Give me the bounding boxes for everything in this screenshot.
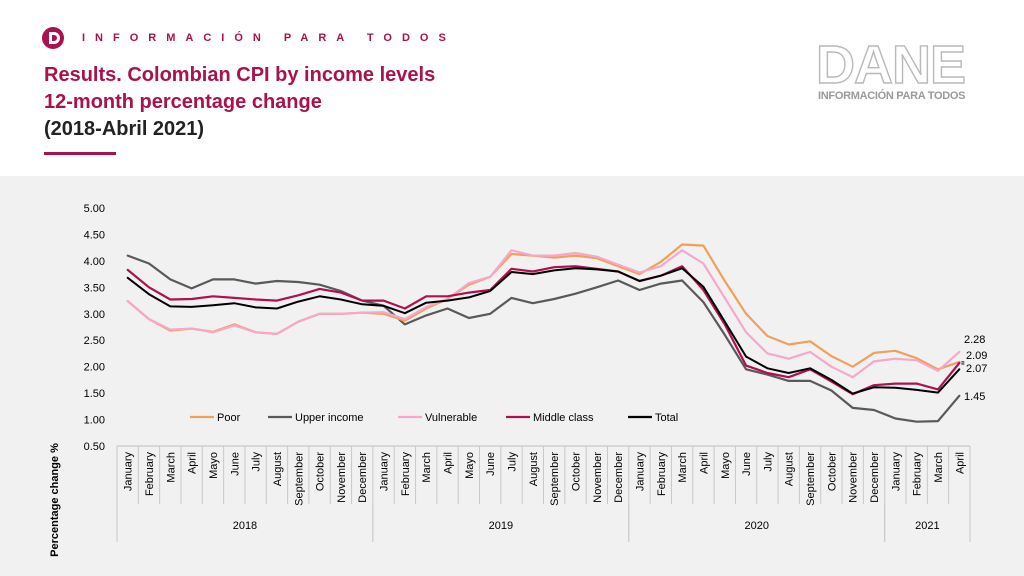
year-label: 2019 bbox=[489, 520, 513, 532]
title-line-3: (2018-Abril 2021) bbox=[44, 118, 205, 140]
x-tick-label: October bbox=[570, 452, 582, 491]
y-tick-label: 2.50 bbox=[84, 335, 105, 347]
x-tick-label: April bbox=[443, 452, 455, 474]
x-tick-label: March bbox=[421, 452, 433, 483]
y-tick-label: 4.50 bbox=[84, 229, 105, 241]
line-chart: 0.50 1.00 1.50 2.00 2.50 3.00 3.50 4.00 4.50 5.00… bbox=[84, 203, 987, 542]
x-tick-label: June bbox=[485, 452, 497, 476]
header: INFORMACIÓN PARA TODOS Results. Colombia… bbox=[0, 0, 1024, 176]
dane-logo-subtitle: INFORMACIÓN PARA TODOS bbox=[818, 90, 966, 102]
x-tick-label: October bbox=[826, 452, 838, 491]
y-tick-label: 1.50 bbox=[84, 388, 105, 400]
tagline: INFORMACIÓN PARA TODOS bbox=[82, 32, 456, 44]
data-label-end: 2.28 bbox=[964, 334, 985, 346]
x-tick-label: November bbox=[848, 452, 860, 503]
x-tick-label: October bbox=[315, 452, 327, 491]
series-line-vulnerable bbox=[126, 249, 961, 379]
dane-logo-word: DANE bbox=[815, 35, 966, 95]
y-tick-label: 3.00 bbox=[84, 309, 105, 321]
data-label-end: 1.45 bbox=[964, 391, 985, 403]
legend-label-upper: Upper income bbox=[295, 412, 363, 424]
title-line-1: Results. Colombian CPI by income levels bbox=[44, 64, 436, 86]
y-tick-label: 4.00 bbox=[84, 256, 105, 268]
year-label: 2020 bbox=[745, 520, 769, 532]
chart-area: 0.50 1.00 1.50 2.00 2.50 3.00 3.50 4.00 4.50 5.00… bbox=[0, 176, 1024, 576]
x-tick-label: April bbox=[187, 452, 199, 474]
x-tick-label: June bbox=[741, 452, 753, 476]
x-tick-label: August bbox=[272, 452, 284, 486]
x-tick-label: January bbox=[890, 452, 902, 492]
x-tick-label: Mayo bbox=[464, 452, 476, 479]
page-title: Results. Colombian CPI by income levels … bbox=[44, 62, 435, 143]
x-tick-label: February bbox=[144, 452, 156, 497]
x-tick-label: August bbox=[528, 452, 540, 486]
x-tick-label: September bbox=[549, 452, 561, 506]
x-tick-label: Mayo bbox=[720, 452, 732, 479]
x-tick-label: November bbox=[592, 452, 604, 503]
x-tick-label: Mayo bbox=[208, 452, 220, 479]
title-line-2: 12-month percentage change bbox=[44, 91, 322, 113]
x-tick-label: March bbox=[677, 452, 689, 483]
y-tick-label: 0.50 bbox=[84, 441, 105, 453]
legend-label-total: Total bbox=[655, 412, 678, 424]
y-tick-label: 5.00 bbox=[84, 203, 105, 215]
x-tick-label: March bbox=[933, 452, 945, 483]
x-tick-label: February bbox=[400, 452, 412, 497]
x-tick-label: April bbox=[954, 452, 966, 474]
x-tick-label: December bbox=[869, 452, 881, 503]
year-label: 2021 bbox=[915, 520, 939, 532]
x-tick-label: November bbox=[336, 452, 348, 503]
year-label: 2018 bbox=[233, 520, 257, 532]
data-label-end: 2.09 bbox=[966, 350, 987, 362]
x-tick-label: December bbox=[357, 452, 369, 503]
y-tick-label: 3.50 bbox=[84, 282, 105, 294]
series-line-total bbox=[126, 267, 961, 395]
x-tick-label: July bbox=[762, 452, 774, 472]
legend-label-vulnerable: Vulnerable bbox=[425, 412, 477, 424]
x-tick-label: April bbox=[698, 452, 710, 474]
x-tick-label: August bbox=[784, 452, 796, 486]
x-tick-label: January bbox=[379, 452, 391, 492]
series-line-middle bbox=[126, 265, 961, 396]
data-label-end: 2.07 bbox=[966, 363, 987, 375]
d-logo-icon bbox=[42, 27, 64, 49]
x-tick-label: March bbox=[165, 452, 177, 483]
x-tick-label: September bbox=[293, 452, 305, 506]
dane-logo: DANE INFORMACIÓN PARA TODOS bbox=[815, 35, 984, 108]
legend-label-poor: Poor bbox=[217, 412, 241, 424]
y-tick-label: 1.00 bbox=[84, 415, 105, 427]
x-tick-label: January bbox=[634, 452, 646, 492]
title-accent-bar bbox=[44, 152, 116, 155]
y-axis-label: Percentage change % bbox=[49, 443, 61, 557]
y-tick-label: 2.00 bbox=[84, 362, 105, 374]
x-tick-label: September bbox=[805, 452, 817, 506]
x-tick-label: December bbox=[613, 452, 625, 503]
series-line-upper bbox=[126, 254, 961, 423]
x-tick-label: February bbox=[912, 452, 924, 497]
x-tick-label: June bbox=[229, 452, 241, 476]
x-tick-label: January bbox=[123, 452, 135, 492]
x-tick-label: July bbox=[251, 452, 263, 472]
x-tick-label: July bbox=[507, 452, 519, 472]
x-tick-label: February bbox=[656, 452, 668, 497]
legend-label-middle: Middle class bbox=[533, 412, 594, 424]
